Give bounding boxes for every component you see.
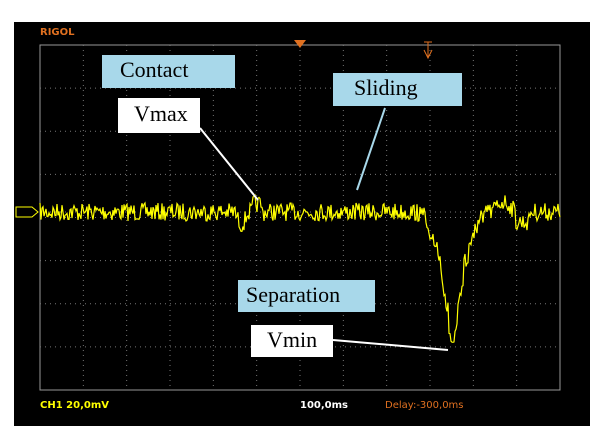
separation-label: Separation bbox=[246, 282, 340, 307]
sliding-label: Sliding bbox=[354, 75, 418, 100]
vmax-label: Vmax bbox=[134, 101, 188, 126]
screen-background bbox=[14, 22, 590, 426]
delay: Delay:-300,0ms bbox=[385, 400, 464, 411]
timebase: 100,0ms bbox=[300, 400, 348, 411]
oscilloscope-screen: RIGOL Contact Sliding Vmax Separation Vm… bbox=[0, 0, 603, 438]
contact-label: Contact bbox=[120, 57, 188, 82]
brand: RIGOL bbox=[40, 27, 75, 38]
vmin-label: Vmin bbox=[267, 327, 317, 352]
channel-scale: CH1 20,0mV bbox=[40, 400, 109, 411]
